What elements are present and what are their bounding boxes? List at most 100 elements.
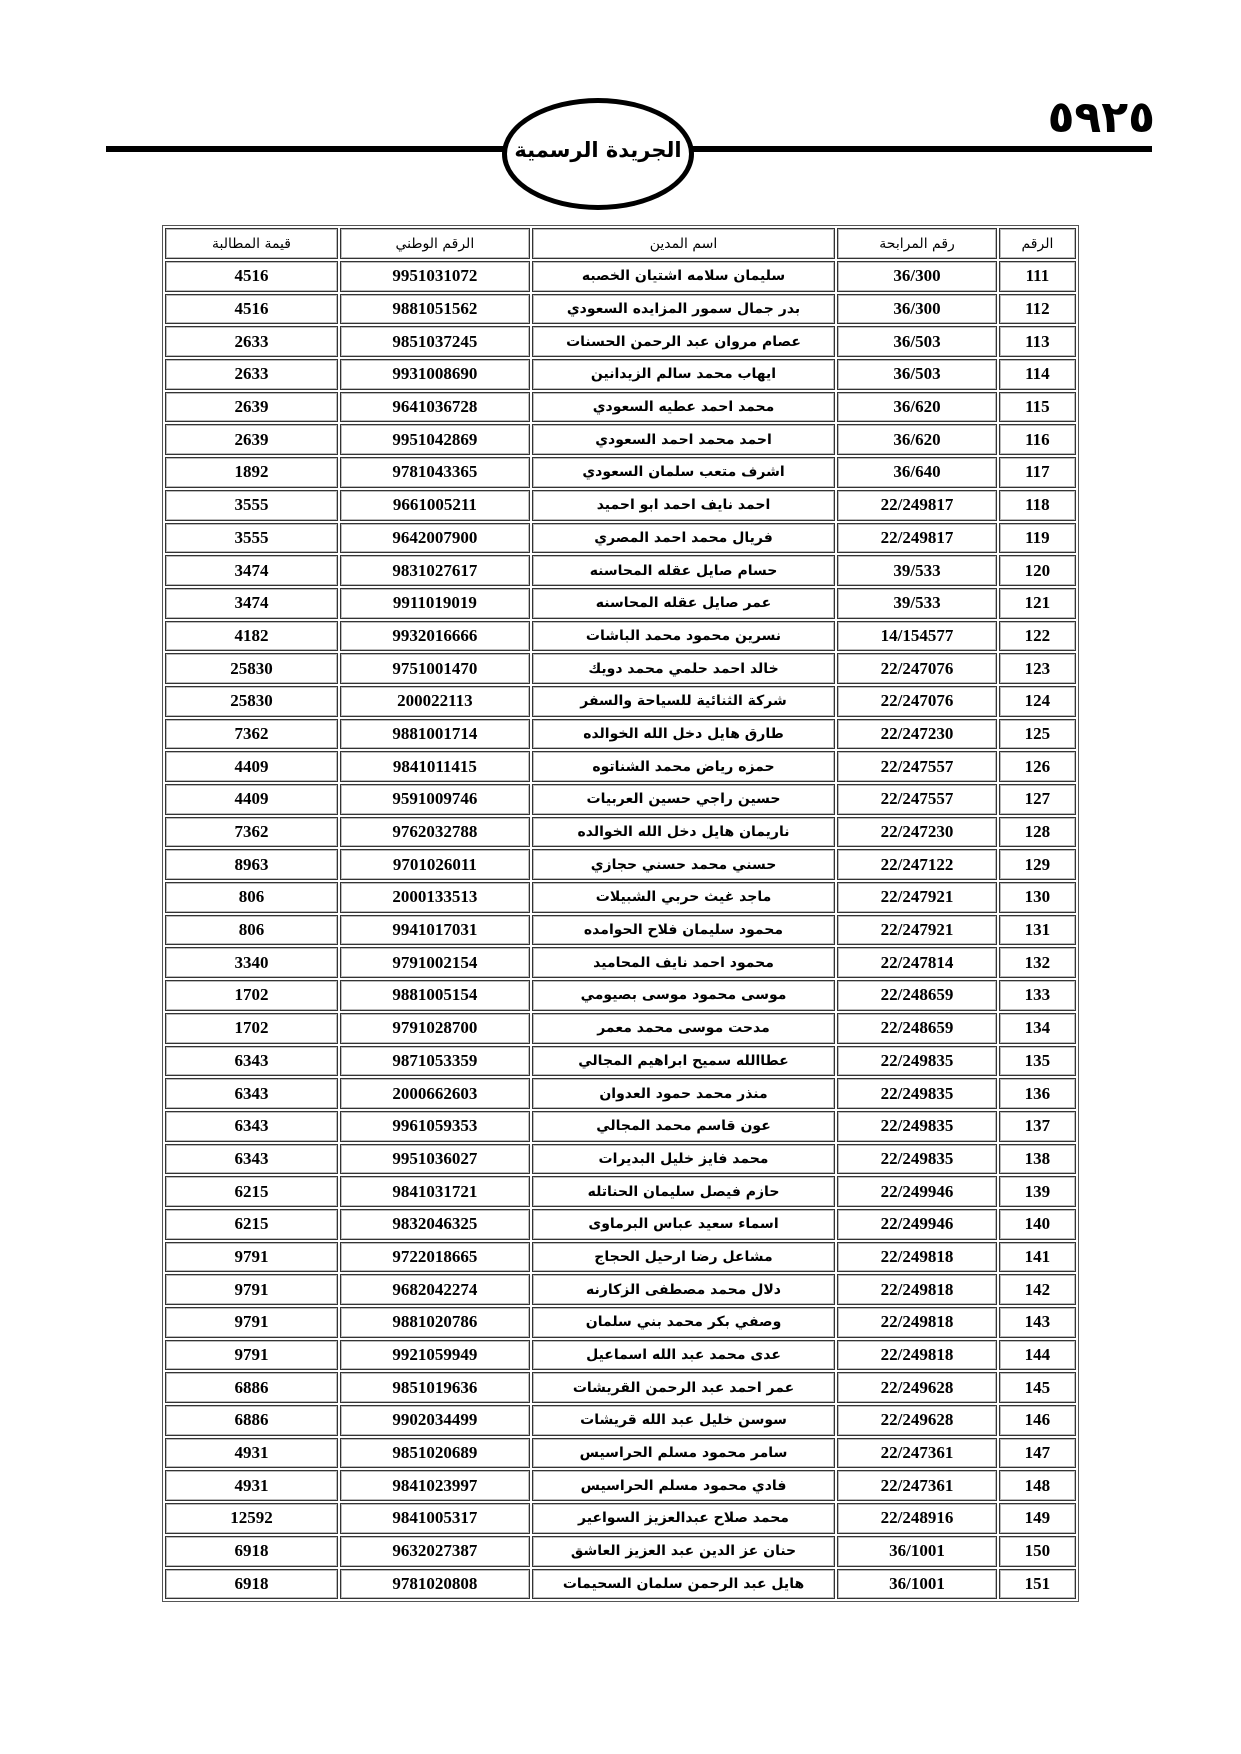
table-row: 124 22/247076 شركة الثنائية للسياحة والسفر… — [165, 685, 1076, 717]
debtors-table: الرقم رقم المرابحة اسم المدين الرقم الوطني ق… — [162, 225, 1079, 1603]
murabaha-number: 22/247557 — [837, 784, 997, 815]
row-number: 147 — [998, 1437, 1076, 1469]
table-row: 126 22/247557 حمزه رياض محمد الشناتوه 98410… — [165, 751, 1076, 782]
murabaha-number: 36/1001 — [837, 1568, 997, 1600]
row-number: 136 — [998, 1078, 1076, 1109]
debtor-name: سامر محمود مسلم الحراسيس — [531, 1437, 836, 1469]
debtor-name: حسين راجي حسين العربيات — [531, 784, 836, 815]
table-row: 120 39/533 حسام صايل عقله المحاسنه 98310276… — [165, 555, 1076, 586]
claim-value: 9791 — [165, 1241, 338, 1273]
murabaha-number: 22/248659 — [837, 980, 997, 1011]
debtor-name: مشاعل رضا ارحيل الحجاج — [531, 1241, 836, 1273]
page-number: ٥٩٢٥ — [1047, 92, 1155, 143]
table-row: 148 22/247361 فادي محمود مسلم الحراسيس 9841… — [165, 1470, 1076, 1502]
row-number: 129 — [998, 849, 1076, 881]
claim-value: 2633 — [165, 326, 338, 358]
debtor-name: حازم فيصل سليمان الحناتله — [531, 1176, 836, 1207]
claim-value: 25830 — [165, 653, 338, 684]
table-row: 121 39/533 عمر صايل عقله المحاسنه 991101901… — [165, 587, 1076, 619]
row-number: 123 — [998, 653, 1076, 684]
murabaha-number: 22/249835 — [837, 1143, 997, 1175]
national-id: 9851019636 — [339, 1372, 530, 1404]
murabaha-number: 22/247230 — [837, 816, 997, 848]
murabaha-number: 36/503 — [837, 359, 997, 390]
claim-value: 2639 — [165, 391, 338, 423]
national-id: 9951036027 — [339, 1143, 530, 1175]
claim-value: 6918 — [165, 1568, 338, 1600]
column-header: رقم المرابحة — [837, 228, 997, 259]
murabaha-number: 22/249818 — [837, 1274, 997, 1305]
murabaha-number: 36/620 — [837, 424, 997, 456]
row-number: 144 — [998, 1339, 1076, 1371]
murabaha-number: 22/249817 — [837, 489, 997, 521]
table-row: 142 22/249818 دلال محمد مصطفى الزكارنه 9682… — [165, 1274, 1076, 1305]
national-id: 9751001470 — [339, 653, 530, 684]
debtor-name: وصفي بكر محمد بني سلمان — [531, 1307, 836, 1338]
debtor-name: ايهاب محمد سالم الزيدانين — [531, 359, 836, 390]
debtor-name: عطاالله سميح ابراهيم المجالي — [531, 1045, 836, 1077]
table-row: 149 22/248916 محمد صلاح عبدالعزيز السواعير… — [165, 1503, 1076, 1534]
claim-value: 4409 — [165, 751, 338, 782]
national-id: 9932016666 — [339, 620, 530, 652]
murabaha-number: 36/503 — [837, 326, 997, 358]
column-header: قيمة المطالبة — [165, 228, 338, 259]
claim-value: 6343 — [165, 1143, 338, 1175]
row-number: 137 — [998, 1110, 1076, 1142]
debtor-name: محمد صلاح عبدالعزيز السواعير — [531, 1503, 836, 1534]
debtor-name: هايل عبد الرحمن سلمان السحيمات — [531, 1568, 836, 1600]
row-number: 150 — [998, 1535, 1076, 1567]
debtor-name: حنان عز الدين عبد العزيز العاشق — [531, 1535, 836, 1567]
murabaha-number: 39/533 — [837, 555, 997, 586]
column-header: الرقم — [998, 228, 1076, 259]
gazette-title: الجريدة الرسمية — [514, 138, 682, 162]
national-id: 9951031072 — [339, 261, 530, 292]
claim-value: 3340 — [165, 947, 338, 979]
murabaha-number: 36/300 — [837, 261, 997, 292]
table-row: 140 22/249946 اسماء سعيد عباس البرماوى 9832… — [165, 1208, 1076, 1240]
debtor-name: سوسن خليل عبد الله قريشات — [531, 1405, 836, 1436]
national-id: 9682042274 — [339, 1274, 530, 1305]
row-number: 128 — [998, 816, 1076, 848]
row-number: 143 — [998, 1307, 1076, 1338]
claim-value: 6886 — [165, 1405, 338, 1436]
national-id: 9591009746 — [339, 784, 530, 815]
table-row: 144 22/249818 عدى محمد عبد الله اسماعيل 992… — [165, 1339, 1076, 1371]
claim-value: 4931 — [165, 1437, 338, 1469]
table-row: 118 22/249817 احمد نايف احمد ابو احميد 9661… — [165, 489, 1076, 521]
national-id: 9941017031 — [339, 914, 530, 946]
row-number: 133 — [998, 980, 1076, 1011]
claim-value: 6343 — [165, 1110, 338, 1142]
claim-value: 6343 — [165, 1045, 338, 1077]
national-id: 200022113 — [339, 685, 530, 717]
table-row: 128 22/247230 ناريمان هايل دخل الله الخوال… — [165, 816, 1076, 848]
table-header-row: الرقم رقم المرابحة اسم المدين الرقم الوطني ق… — [165, 228, 1076, 259]
murabaha-number: 22/248916 — [837, 1503, 997, 1534]
murabaha-number: 22/249946 — [837, 1176, 997, 1207]
claim-value: 6215 — [165, 1208, 338, 1240]
national-id: 9951042869 — [339, 424, 530, 456]
murabaha-number: 14/154577 — [837, 620, 997, 652]
table-row: 112 36/300 بدر جمال سمور المزايده السعودي 9… — [165, 293, 1076, 325]
murabaha-number: 22/247076 — [837, 653, 997, 684]
national-id: 9832046325 — [339, 1208, 530, 1240]
murabaha-number: 39/533 — [837, 587, 997, 619]
row-number: 116 — [998, 424, 1076, 456]
row-number: 151 — [998, 1568, 1076, 1600]
debtor-name: بدر جمال سمور المزايده السعودي — [531, 293, 836, 325]
debtor-name: منذر محمد حمود العدوان — [531, 1078, 836, 1109]
row-number: 124 — [998, 685, 1076, 717]
murabaha-number: 22/249818 — [837, 1241, 997, 1273]
table-row: 116 36/620 احمد محمد احمد السعودي 995104286… — [165, 424, 1076, 456]
claim-value: 8963 — [165, 849, 338, 881]
national-id: 9851037245 — [339, 326, 530, 358]
table-row: 131 22/247921 محمود سليمان فلاح الحوامده 99… — [165, 914, 1076, 946]
national-id: 9701026011 — [339, 849, 530, 881]
murabaha-number: 22/249835 — [837, 1045, 997, 1077]
claim-value: 6918 — [165, 1535, 338, 1567]
claim-value: 6215 — [165, 1176, 338, 1207]
row-number: 117 — [998, 457, 1076, 488]
table-row: 117 36/640 اشرف متعب سلمان السعودي 97810433… — [165, 457, 1076, 488]
debtor-name: محمد فايز خليل البديرات — [531, 1143, 836, 1175]
row-number: 113 — [998, 326, 1076, 358]
claim-value: 4931 — [165, 1470, 338, 1502]
